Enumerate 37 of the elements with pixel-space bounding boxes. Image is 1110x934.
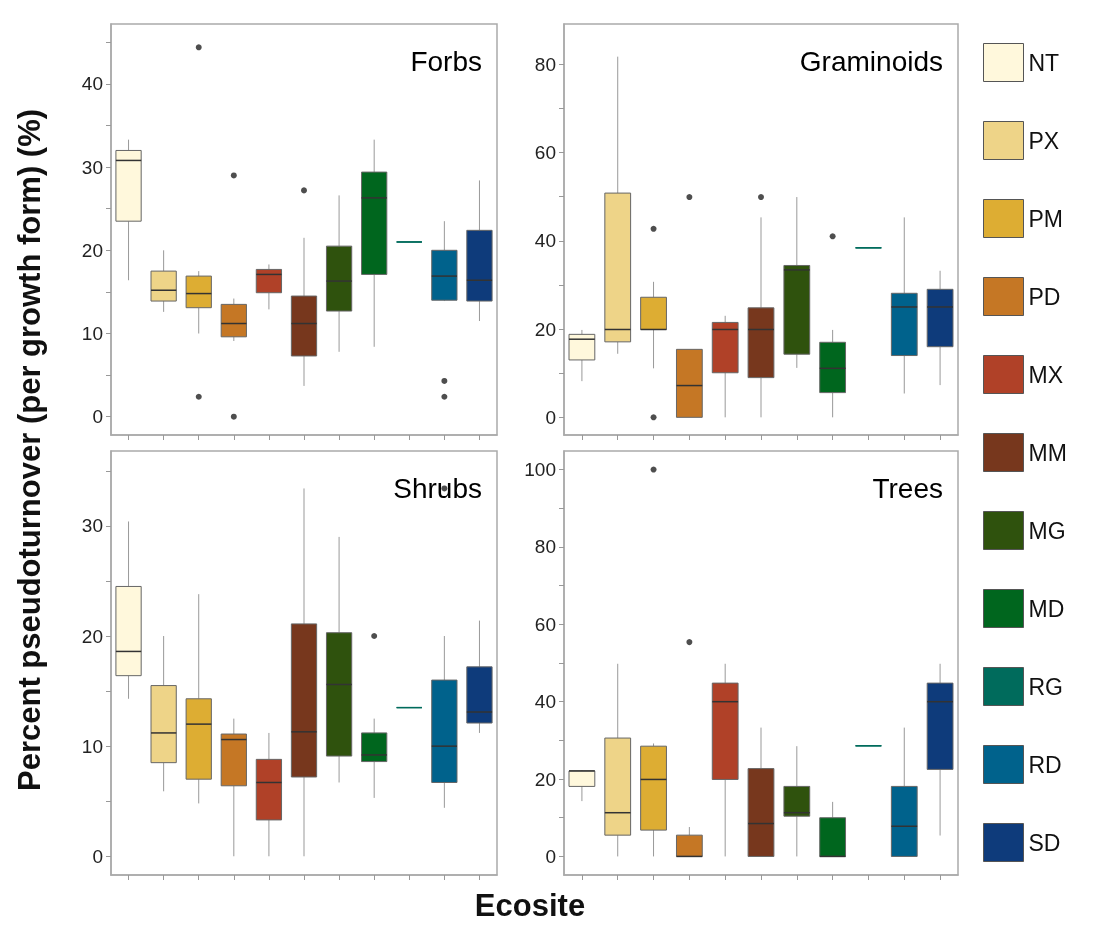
- y-tick-label: 0: [545, 406, 556, 428]
- y-tick-label: 60: [534, 613, 556, 635]
- y-tick-label: 40: [534, 230, 556, 252]
- y-tick-label: 0: [545, 845, 556, 867]
- legend-label: PD: [1028, 283, 1061, 310]
- text: Shrubs: [393, 472, 482, 504]
- y-tick-label: 40: [81, 73, 103, 95]
- y-tick-label: 80: [534, 53, 556, 75]
- legend-label: RD: [1028, 751, 1062, 778]
- y-tick-label: 60: [534, 141, 556, 163]
- y-tick-label: 40: [534, 691, 556, 713]
- y-tick-label: 30: [81, 156, 103, 178]
- y-tick-label: 100: [524, 459, 556, 481]
- legend-label: MX: [1028, 361, 1063, 388]
- y-tick-label: 20: [534, 318, 556, 340]
- y-tick-label: 10: [81, 323, 103, 344]
- legend-label: NT: [1028, 49, 1060, 76]
- y-tick-label: 0: [92, 406, 103, 428]
- y-tick-label: 20: [534, 768, 556, 790]
- y-tick-label: 10: [81, 735, 103, 757]
- legend-label: RG: [1028, 673, 1063, 700]
- legend-label: SD: [1028, 829, 1061, 856]
- legend-label: PX: [1028, 127, 1060, 154]
- legend-label: MG: [1028, 517, 1066, 544]
- x-axis-title: Ecosite: [474, 888, 586, 924]
- legend-label: MD: [1028, 595, 1065, 622]
- legend-label: MM: [1028, 439, 1067, 466]
- y-tick-label: 20: [81, 239, 103, 261]
- text: Graminoids: [799, 45, 944, 77]
- legend-label: PM: [1028, 205, 1063, 232]
- y-tick-label: 30: [81, 515, 103, 537]
- y-tick-label: 80: [534, 536, 556, 558]
- text: Forbs: [410, 45, 483, 77]
- y-axis-title: Percent pseudoturnover (per growth form) (%): [12, 108, 48, 792]
- y-tick-label: 0: [92, 845, 103, 867]
- text: Trees: [872, 472, 944, 504]
- y-tick-label: 20: [81, 625, 103, 647]
